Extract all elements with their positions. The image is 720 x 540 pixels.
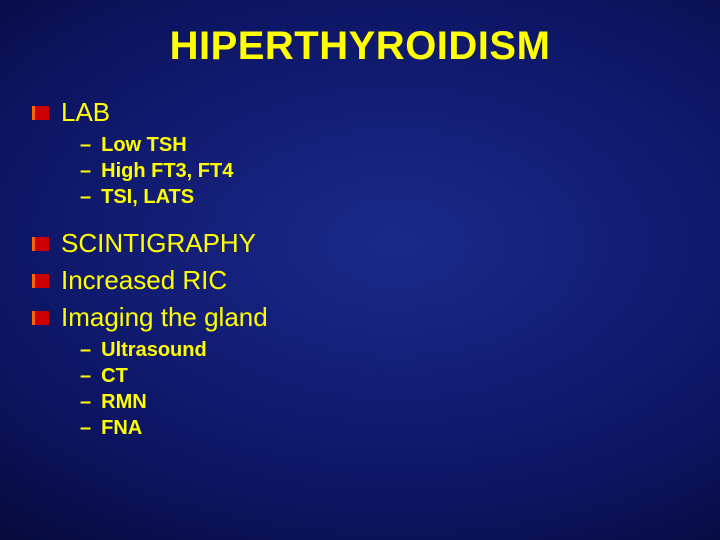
sub-bullet: – Low TSH xyxy=(80,134,688,157)
bullet-scintigraphy: SCINTIGRAPHY xyxy=(32,228,688,259)
bullet-imaging-gland: Imaging the gland xyxy=(32,302,688,333)
sub-bullet: – Ultrasound xyxy=(80,339,688,362)
sub-bullet: – RMN xyxy=(80,391,688,414)
bullet-increased-ric: Increased RIC xyxy=(32,265,688,296)
sub-bullet: – High FT3, FT4 xyxy=(80,160,688,183)
dash-icon: – xyxy=(80,339,91,362)
sub-bullet: – FNA xyxy=(80,417,688,440)
dash-icon: – xyxy=(80,365,91,388)
bullet-square-icon xyxy=(32,274,49,288)
dash-icon: – xyxy=(80,160,91,183)
sub-bullet: – CT xyxy=(80,365,688,388)
sub-bullet: – TSI, LATS xyxy=(80,186,688,209)
slide: HIPERTHYROIDISM LAB – Low TSH – High FT3… xyxy=(0,0,720,540)
bullet-square-icon xyxy=(32,311,49,325)
spacer xyxy=(32,212,688,222)
sub-bullet-text: CT xyxy=(101,365,128,388)
bullet-label: LAB xyxy=(61,97,110,128)
dash-icon: – xyxy=(80,417,91,440)
bullet-square-icon xyxy=(32,237,49,251)
sub-bullet-text: Low TSH xyxy=(101,134,187,157)
sub-bullet-text: RMN xyxy=(101,391,147,414)
sub-bullet-text: High FT3, FT4 xyxy=(101,160,233,183)
dash-icon: – xyxy=(80,134,91,157)
sub-bullet-text: Ultrasound xyxy=(101,339,207,362)
bullet-label: Imaging the gland xyxy=(61,302,268,333)
bullet-square-icon xyxy=(32,106,49,120)
bullet-label: Increased RIC xyxy=(61,265,227,296)
sub-bullet-text: FNA xyxy=(101,417,142,440)
sub-bullet-text: TSI, LATS xyxy=(101,186,194,209)
dash-icon: – xyxy=(80,186,91,209)
dash-icon: – xyxy=(80,391,91,414)
bullet-lab: LAB xyxy=(32,97,688,128)
slide-title: HIPERTHYROIDISM xyxy=(32,24,688,69)
bullet-label: SCINTIGRAPHY xyxy=(61,228,256,259)
